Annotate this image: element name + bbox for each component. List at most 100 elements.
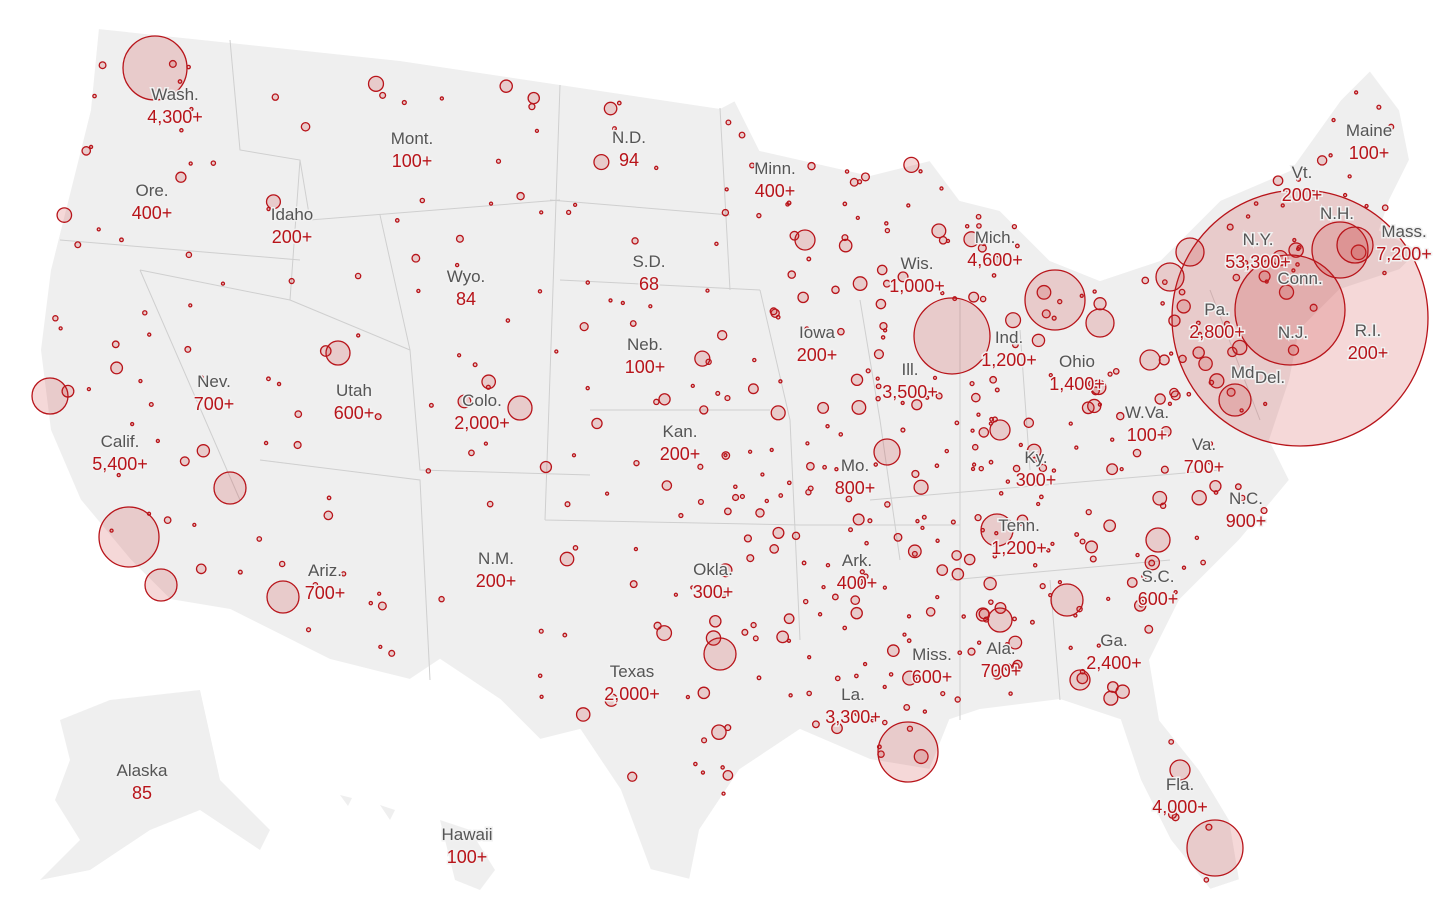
bubble [778, 379, 783, 384]
bubble [1158, 354, 1170, 366]
bubble [31, 377, 69, 415]
state-count: 400+ [132, 203, 173, 223]
bubble [935, 538, 940, 543]
bubble [1029, 619, 1035, 625]
bubble [877, 721, 939, 783]
bubble [875, 395, 881, 402]
bubble [998, 491, 1004, 496]
bubble [1008, 691, 1013, 696]
bubble [989, 419, 1011, 441]
bubble [764, 498, 770, 504]
bubble [323, 510, 334, 521]
bubble [1148, 559, 1156, 567]
bubble [975, 213, 982, 220]
bubble [794, 229, 816, 251]
bubble [1103, 690, 1119, 706]
bubble [658, 393, 671, 406]
bubble [263, 440, 269, 446]
bubble [811, 720, 820, 729]
state-name: Ind. [995, 328, 1023, 347]
bubble [769, 447, 774, 453]
bubble [1036, 284, 1052, 300]
bubble [807, 655, 812, 660]
bubble [849, 177, 859, 187]
state-count: 600+ [334, 403, 375, 423]
bubble [1160, 301, 1165, 306]
bubble [1287, 344, 1300, 356]
bubble [749, 162, 756, 169]
bubble [976, 640, 982, 645]
bubble [724, 394, 731, 402]
state-name: Kan. [663, 422, 698, 441]
state-name: Del. [1255, 368, 1285, 387]
bubble [1011, 662, 1020, 672]
bubble [825, 562, 831, 568]
state-name: Pa. [1204, 300, 1230, 319]
bubble [656, 625, 673, 641]
bubble [838, 238, 853, 253]
bubble [1041, 309, 1051, 319]
bubble [851, 400, 867, 415]
state-count: 900+ [1226, 511, 1267, 531]
bubble [189, 106, 194, 112]
bubble [1119, 466, 1124, 472]
bubble [425, 468, 432, 474]
bubble [931, 223, 947, 239]
bubble [276, 381, 282, 387]
bubble [977, 243, 987, 253]
bubble [616, 100, 622, 106]
bubble [325, 340, 351, 366]
bubble [690, 585, 695, 590]
bubble [852, 276, 868, 292]
bubble [1012, 464, 1021, 473]
bubble [1106, 596, 1111, 602]
bubble [807, 485, 814, 492]
state-count: 700+ [194, 394, 235, 414]
bubble [906, 203, 911, 208]
state-count: 600+ [912, 667, 953, 687]
bubble [760, 472, 765, 477]
state-name: Vt. [1292, 163, 1313, 182]
bubble [834, 675, 841, 682]
bubble [1218, 383, 1252, 417]
bubble [109, 528, 114, 533]
bubble [1011, 223, 1018, 230]
bubble [266, 206, 271, 212]
bubble [978, 465, 984, 472]
bubble [882, 279, 891, 288]
bubble [1209, 480, 1222, 493]
bubble [882, 585, 888, 590]
bubble [378, 644, 383, 650]
bubble [633, 546, 639, 552]
bubble [1226, 387, 1236, 397]
state-name: Colo. [462, 391, 502, 410]
bubble [715, 390, 721, 396]
bubble [685, 694, 691, 700]
bubble [844, 169, 850, 174]
bubble [775, 314, 781, 320]
bubble [831, 285, 840, 295]
bubble [906, 614, 912, 619]
bubble [184, 345, 192, 353]
bubble [1203, 877, 1210, 883]
state-name: Mont. [391, 129, 434, 148]
bubble [1231, 339, 1248, 356]
bubble [1089, 555, 1097, 563]
bubble [81, 146, 92, 156]
bubble [1296, 176, 1302, 182]
bubble [873, 462, 879, 467]
bubble [957, 650, 963, 656]
state-name: Ark. [842, 551, 872, 570]
bubble [98, 506, 160, 568]
bubble [179, 456, 190, 467]
bubble [388, 649, 396, 657]
bubble [900, 427, 906, 433]
bubble [629, 320, 637, 327]
bubble [457, 394, 472, 409]
bubble [991, 669, 1003, 680]
bubble [756, 212, 762, 219]
bubble [888, 672, 894, 677]
bubble [294, 410, 303, 419]
bubble [752, 635, 759, 642]
bubble [1074, 532, 1080, 537]
